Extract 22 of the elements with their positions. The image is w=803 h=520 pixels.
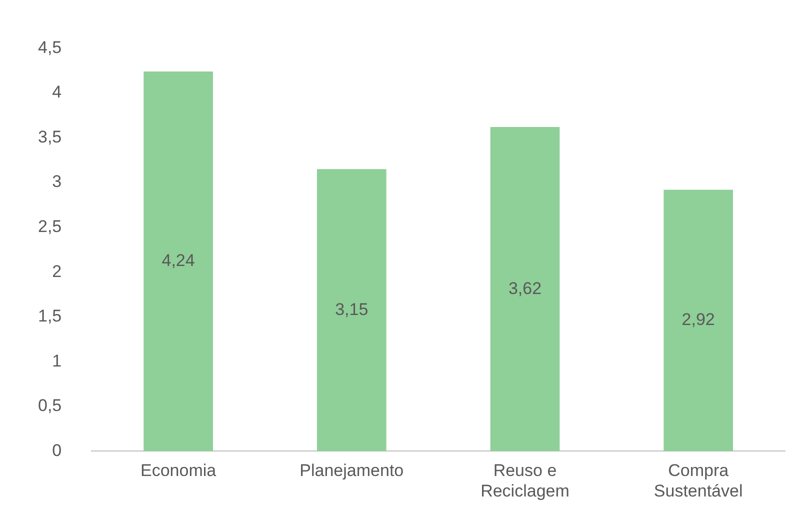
data-label: 3,15 [335,300,368,319]
data-label: 2,92 [682,310,715,330]
y-tick-label: 2,5 [38,217,62,236]
x-tick-label: Compra Sustentável [654,461,743,500]
bar [664,190,733,452]
bar [316,169,386,452]
y-tick-label: 3,5 [38,127,62,146]
x-tick-label: Reuso e Reciclagem [480,461,570,500]
y-tick-label: 1,5 [38,306,62,326]
x-tick-label: Economia [140,461,217,480]
data-label: 3,62 [508,278,542,298]
y-tick-label: 4,5 [38,38,62,57]
data-label: 4,24 [162,251,195,270]
y-tick-label: 0,5 [38,396,62,416]
bar [144,71,213,452]
y-tick-label: 0 [52,440,62,460]
bar [490,127,560,452]
y-tick-label: 2 [52,262,62,281]
y-tick-label: 4 [52,82,62,102]
x-tick-label: Planejamento [300,461,404,480]
y-tick-label: 1 [52,351,62,370]
y-tick-label: 3 [52,172,62,192]
